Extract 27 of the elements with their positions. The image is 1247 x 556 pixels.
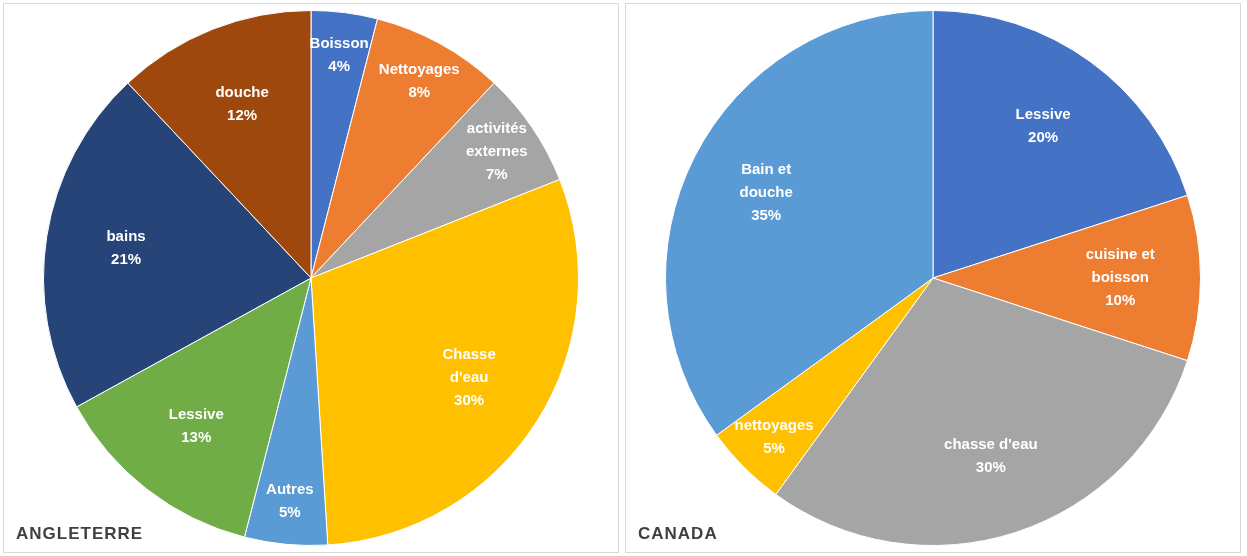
data-label: 10%	[1105, 291, 1136, 309]
text: CANADA	[638, 524, 718, 544]
data-label: 20%	[1028, 128, 1059, 146]
slice-label: chasse d'eau	[944, 434, 1038, 452]
data-label: 30%	[454, 391, 485, 409]
data-label: 35%	[751, 206, 782, 224]
data-label: 4%	[328, 56, 351, 74]
data-label: 8%	[408, 82, 431, 100]
slice-label: douche	[215, 82, 269, 100]
slice-label: bains	[106, 227, 146, 245]
data-label: 12%	[227, 105, 258, 123]
data-label: 30%	[975, 457, 1006, 475]
data-label: 21%	[111, 250, 142, 268]
slice-label: Chasse d'eau	[442, 345, 496, 386]
slice-label: activités externes	[465, 118, 528, 159]
data-label: 5%	[763, 438, 785, 456]
text: ANGLETERRE	[16, 524, 144, 544]
slice-label: nettoyages	[734, 415, 814, 433]
data-label: 13%	[181, 427, 212, 445]
slice-label: Lessive	[1015, 105, 1071, 123]
slice-label: Nettoyages	[378, 59, 460, 77]
slice-label: Lessive	[168, 404, 224, 422]
data-label: 7%	[486, 164, 508, 182]
slice-label: Bain et douche	[739, 160, 793, 201]
slice-label: cuisine et boisson	[1085, 245, 1155, 286]
slice-label: Autres	[266, 480, 314, 498]
data-label: 5%	[279, 503, 301, 521]
